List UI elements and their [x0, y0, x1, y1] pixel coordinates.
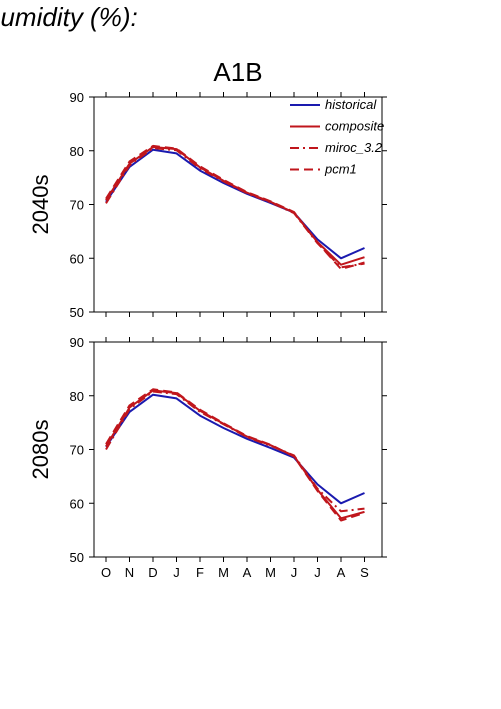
series-line-miroc-3-2 [105, 390, 365, 513]
series-line-pcm1 [105, 388, 365, 522]
row-label: 2080s [28, 420, 53, 480]
x-tick-label: N [125, 565, 134, 580]
x-tick-label: J [291, 565, 298, 580]
legend-label: composite [325, 119, 384, 134]
x-tick-label: J [314, 565, 321, 580]
x-tick-label: M [265, 565, 276, 580]
y-tick-label: 70 [70, 198, 84, 213]
legend-label: miroc_3.2 [325, 140, 383, 155]
series-line-composite [105, 389, 365, 520]
panel-2040s: 50 60 70 80 90 2040s [28, 90, 387, 320]
plot-frame [93, 341, 383, 558]
x-tick-label: J [173, 565, 180, 580]
x-tick-label: O [101, 565, 111, 580]
legend-label: historical [325, 97, 377, 112]
y-tick-label: 60 [70, 251, 84, 266]
series-line-pcm1 [105, 144, 365, 270]
y-tick-label: 80 [70, 144, 84, 159]
x-tick-label: M [218, 565, 229, 580]
y-tick-label: 50 [70, 550, 84, 565]
legend: historical composite miroc_3.2 pcm1 [290, 97, 384, 177]
page-title: humidity (%): [0, 2, 138, 32]
y-tick-label: 70 [70, 443, 84, 458]
y-tick-label: 80 [70, 389, 84, 404]
x-tick-label: A [337, 565, 346, 580]
series-line-historical [105, 393, 365, 505]
y-tick-label: 60 [70, 496, 84, 511]
row-label: 2040s [28, 175, 53, 235]
y-tick-label: 50 [70, 305, 84, 320]
x-tick-label: S [360, 565, 369, 580]
chart-title: A1B [213, 57, 262, 87]
y-tick-label: 90 [70, 90, 84, 105]
legend-label: pcm1 [324, 162, 357, 177]
y-tick-label: 90 [70, 335, 84, 350]
x-tick-label: F [196, 565, 204, 580]
x-tick-label: A [243, 565, 252, 580]
x-tick-label: D [148, 565, 157, 580]
series-line-historical [105, 148, 365, 260]
